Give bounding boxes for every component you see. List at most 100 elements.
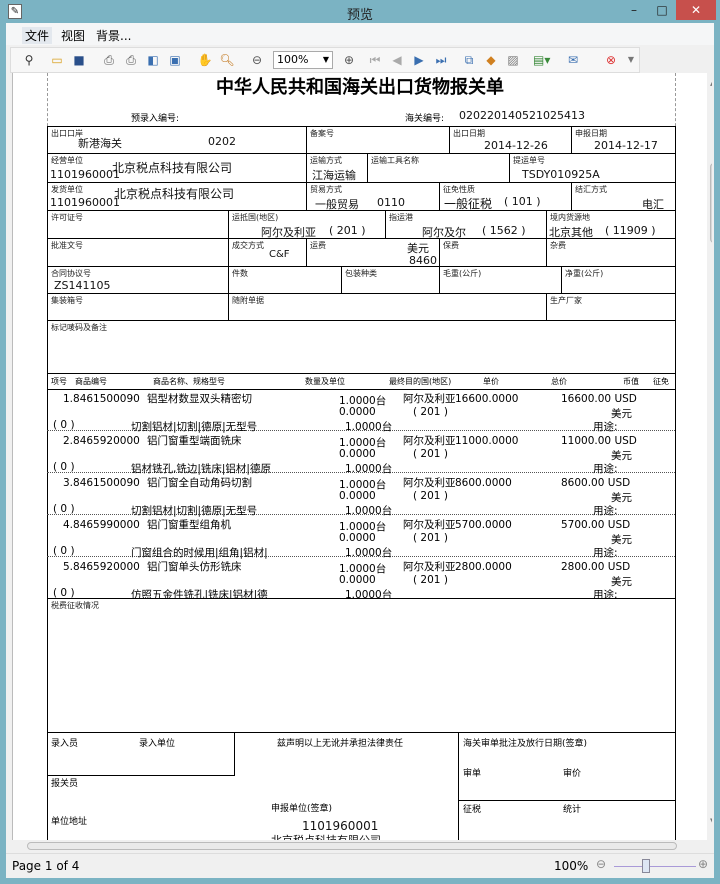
preview-frame: 文件 视图 背景... ⚲ ▭ ■ ⎙ ⎙ ◧ ▣ ✋ 🔍︎ ⊖ 100% ▼ ⊕… [6,23,714,878]
label: 杂费 [550,241,566,250]
vertical-scroll-thumb[interactable] [710,163,712,243]
export-icon[interactable]: ▤▾ [533,53,551,67]
item-qty1: 1.0000台 [339,521,387,533]
value: 一般征税 [444,197,493,211]
item-qty2: 0.0000 [339,406,376,418]
label: 包装种类 [345,269,377,278]
hand-icon[interactable]: ✋ [197,53,213,67]
label: 出口日期 [453,129,485,138]
zoom-in-icon[interactable]: ⊕ [343,53,355,67]
price-review-label: 审价 [563,769,582,779]
window-title: 预览 [346,8,373,23]
misc-fee-cell: 杂费 [546,238,676,267]
item-no: 1.8461500090 [63,393,140,405]
col-header: 最终目的国(地区) [389,377,452,386]
items-box [47,373,676,599]
close-button[interactable]: ✕ [676,0,716,20]
item-qty2: 0.0000 [339,490,376,502]
last-page-icon[interactable]: ⏭ [435,53,447,67]
document-title: 中华人民共和国海关出口货物报关单 [216,77,504,98]
prev-page-icon[interactable]: ◀ [392,53,402,67]
zoom-slider-thumb[interactable] [642,859,650,873]
item-total: 8600.00 USD [561,477,631,489]
next-page-icon[interactable]: ▶ [414,53,424,67]
menu-view[interactable]: 视图 [61,29,86,43]
zoom-slider[interactable] [614,866,696,867]
header-line [47,389,676,390]
close-preview-icon[interactable]: ⊗ [605,53,617,67]
zoom-select[interactable]: 100% ▼ [273,51,333,69]
item-unit: 2800.0000 [455,561,512,573]
watermark-icon[interactable]: ▨ [507,53,519,67]
item-cur: 美元 [611,408,632,420]
scale-icon[interactable]: ▣ [169,53,181,67]
item-spec: 切割铝材|切割|德原|无型号 [131,421,258,433]
item-sub: ( 0 ) [53,419,75,431]
manufacturer-cell: 生产厂家 [546,293,676,321]
scroll-down-icon[interactable]: ▼ [710,817,712,825]
menu-file[interactable]: 文件 [22,27,53,44]
page-setup-icon[interactable]: ◧ [147,53,159,67]
toolbar-overflow-icon[interactable]: ▼ [627,55,635,64]
approval-cell: 批准文号 [47,238,229,267]
item-total: 5700.00 USD [561,519,631,531]
label: 件数 [232,269,248,278]
multi-page-icon[interactable]: ⧉ [464,53,474,67]
signature-area [47,732,676,840]
item-qty3: 1.0000台 [345,463,393,475]
label: 结汇方式 [575,185,607,194]
maximize-button[interactable]: □ [656,3,668,17]
horizontal-scrollbar[interactable] [12,840,712,852]
open-icon[interactable]: ▭ [51,53,63,67]
zoom-in-icon[interactable]: ⊕ [698,857,709,871]
save-icon[interactable]: ■ [73,53,85,67]
zoom-out-icon[interactable]: ⊖ [251,53,263,67]
bill-cell: 提运单号 TSDY010925A [509,153,676,183]
tax-cell: 税费征收情况 [47,598,676,733]
email-icon[interactable]: ✉▾ [567,53,579,83]
item-spec: 门窗组合的时候用|组角|铝材| [131,547,268,559]
item-unit: 16600.0000 [455,393,519,405]
vertical-scrollbar[interactable]: ▲▼ [707,73,712,840]
color-icon[interactable]: ◆ [486,53,496,67]
print-icon[interactable]: ⎙ [126,53,136,67]
net-weight-cell: 净重(公斤) [561,266,676,294]
review-label: 审单 [463,769,482,779]
toolbar: ⚲ ▭ ■ ⎙ ⎙ ◧ ▣ ✋ 🔍︎ ⊖ 100% ▼ ⊕ ⏮ ◀ ▶ ⏭ ⧉ ◆… [10,47,640,83]
scroll-up-icon[interactable]: ▲ [710,79,712,87]
label: 生产厂家 [550,296,582,305]
print-setup-icon[interactable]: ⎙ [104,53,114,67]
item-spec: 切割铝材|切割|德原|无型号 [131,505,258,517]
item-unit: 5700.0000 [455,519,512,531]
value: 北京税点科技有限公司 [112,161,233,175]
first-page-icon[interactable]: ⏮ [369,53,381,67]
magnifier-icon[interactable]: 🔍︎ [219,53,235,67]
item-dest: 阿尔及利亚 [403,519,456,531]
label: 贸易方式 [310,185,342,194]
value: ( 1562 ) [482,224,526,237]
tax-label: 征税 [463,805,482,815]
horizontal-scroll-thumb[interactable] [27,842,677,850]
item-dest-code: ( 201 ) [413,490,448,502]
item-no: 4.8465990000 [63,519,140,531]
label: 指运港 [389,213,413,222]
levy-cell: 征免性质 一般征税 ( 101 ) [439,182,572,211]
zoom-out-icon[interactable]: ⊖ [596,857,607,871]
label: 运输方式 [310,156,342,165]
value: 8460 [409,254,437,267]
item-row: 5.8465920000 铝门窗单头仿形铣床 1.0000台 阿尔及利亚 2800.00… [47,557,675,601]
value: ( 11909 ) [605,224,656,237]
menu-background[interactable]: 背景... [96,29,132,43]
label: 成交方式 [232,241,264,250]
entry-box [47,732,235,776]
value: 新港海关 [78,137,122,150]
item-unit: 11000.0000 [455,435,519,447]
minimize-button[interactable]: – [631,3,637,17]
stats-label: 统计 [563,805,582,815]
label: 发货单位 [51,185,83,194]
chevron-down-icon: ▼ [322,55,329,64]
value: 北京税点科技有限公司 [114,187,235,201]
find-icon[interactable]: ⚲ [24,53,34,67]
entry-clerk-label: 录入员 [51,739,79,749]
label: 运抵国(地区) [232,213,279,222]
